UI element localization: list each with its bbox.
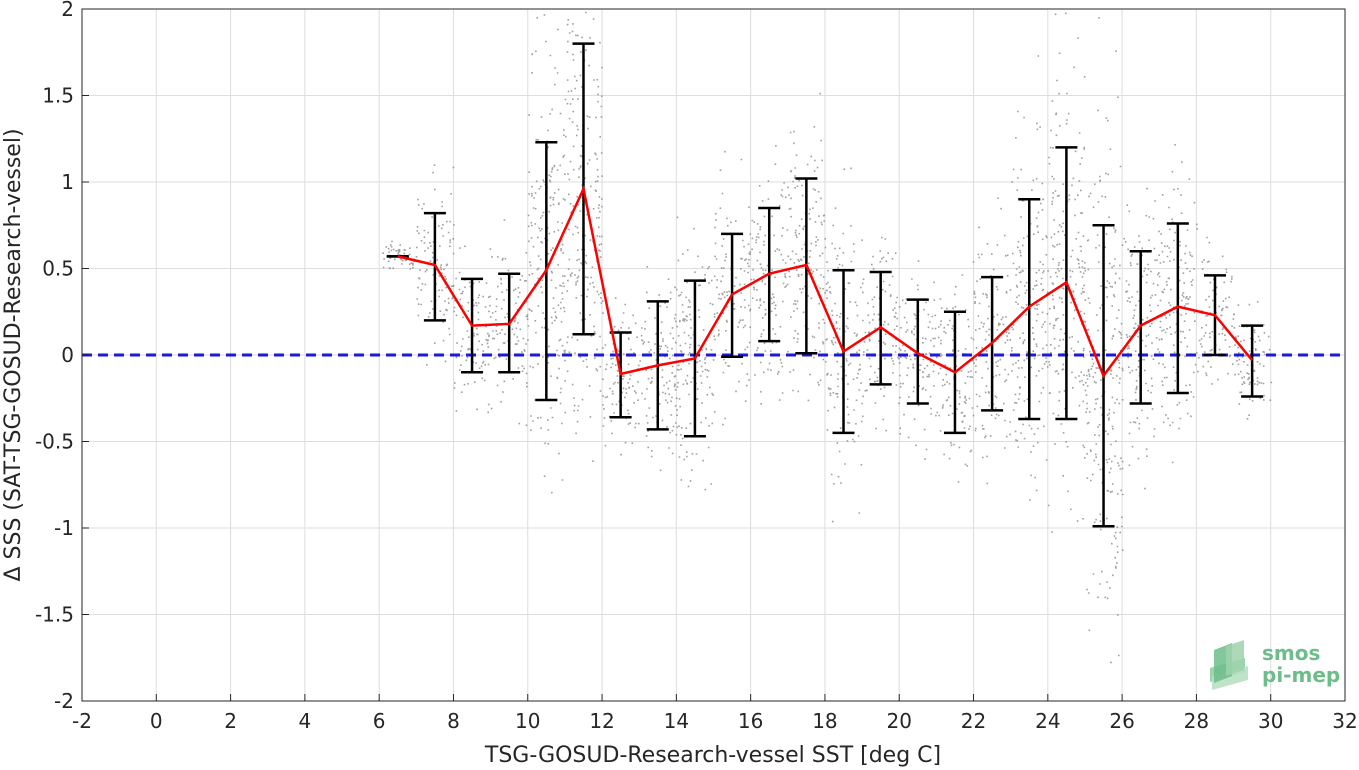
smos-pi-mep-logo: smos pi-mep — [1210, 640, 1340, 690]
x-tick-label: 30 — [1258, 709, 1283, 733]
x-tick-label: 18 — [812, 709, 837, 733]
y-tick-label: -0.5 — [35, 430, 74, 454]
x-tick-label: 12 — [589, 709, 614, 733]
x-axis-ticks: -2 0 2 4 6 8 10 12 14 16 18 20 22 24 26 28 30 32 — [72, 694, 1358, 733]
y-tick-label: 0 — [61, 343, 74, 367]
y-tick-label: 2 — [61, 0, 74, 21]
logo-line1: smos — [1262, 641, 1320, 665]
error-bar — [1166, 222, 1189, 395]
x-tick-label: 28 — [1184, 709, 1209, 733]
x-tick-label: 24 — [1035, 709, 1060, 733]
y-tick-label: 0.5 — [42, 257, 74, 281]
error-bar — [1241, 324, 1264, 398]
binned-mean-line — [397, 184, 1254, 379]
error-bar — [1018, 198, 1041, 421]
x-axis-label: TSG-GOSUD-Research-vessel SST [deg C] — [484, 743, 941, 768]
error-bar — [906, 298, 929, 405]
x-tick-label: 26 — [1109, 709, 1134, 733]
y-tick-label: -2 — [54, 689, 74, 713]
x-tick-label: 6 — [373, 709, 386, 733]
y-axis-ticks: -2 -1.5 -1 -0.5 0 0.5 1 1.5 2 — [35, 0, 89, 713]
y-tick-label: -1 — [54, 516, 74, 540]
x-tick-label: 22 — [961, 709, 986, 733]
y-tick-label: 1 — [61, 170, 74, 194]
y-tick-label: -1.5 — [35, 603, 74, 627]
x-tick-label: 4 — [299, 709, 312, 733]
x-tick-label: 14 — [664, 709, 689, 733]
x-tick-label: 0 — [150, 709, 163, 733]
x-tick-label: 16 — [738, 709, 763, 733]
x-tick-label: 10 — [515, 709, 540, 733]
x-tick-label: 32 — [1332, 709, 1357, 733]
x-tick-label: 2 — [224, 709, 237, 733]
y-tick-label: 1.5 — [42, 84, 74, 108]
logo-line2: pi-mep — [1262, 663, 1340, 687]
y-axis-label: Δ SSS (SAT-TSG-GOSUD-Research-vessel) — [1, 128, 26, 581]
x-tick-label: 8 — [447, 709, 460, 733]
logo-waves-icon — [1210, 640, 1248, 690]
x-tick-label: -2 — [72, 709, 92, 733]
x-tick-label: 20 — [887, 709, 912, 733]
